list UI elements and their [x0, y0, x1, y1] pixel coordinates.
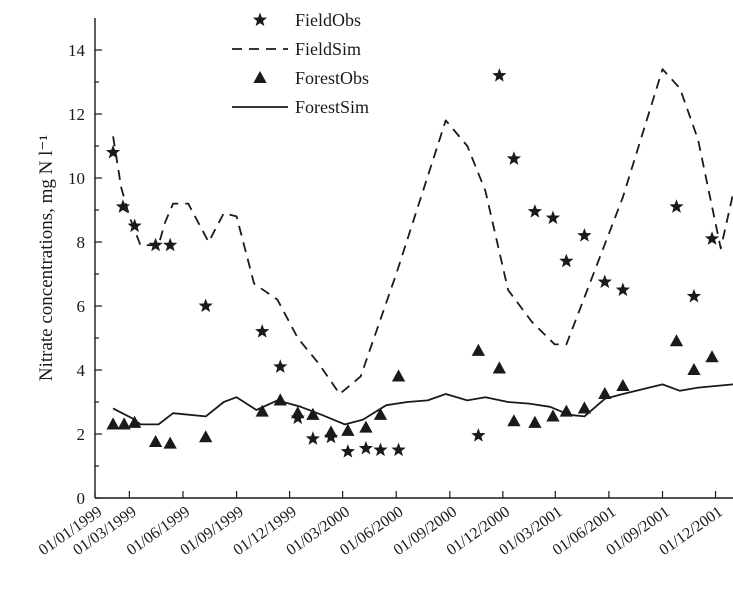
y-tick-label: 2 — [77, 425, 86, 444]
forestobs-point — [255, 404, 269, 417]
fieldobs-point — [492, 68, 507, 82]
fieldobs-point — [527, 204, 543, 218]
y-axis: 0 2 4 6 8 10 12 14 Nitrate concentrations, mg N… — [36, 18, 102, 508]
fieldobs-point — [559, 253, 574, 268]
fieldobs-point — [358, 440, 374, 455]
legend-item-forestsim: ForestSim — [232, 97, 369, 117]
legend-swatch-forestobs — [253, 71, 267, 84]
y-tick-label: 8 — [77, 233, 86, 252]
fieldobs-point — [391, 442, 406, 457]
series-forestobs — [106, 334, 719, 449]
y-tick-label: 14 — [68, 41, 86, 60]
fieldobs-point — [273, 359, 288, 373]
forestobs-point — [148, 435, 163, 448]
forestobs-point — [391, 369, 406, 382]
fieldobs-point — [577, 228, 592, 242]
series-fieldsim — [112, 68, 733, 395]
plot-area — [105, 68, 733, 458]
forestobs-point — [492, 361, 507, 374]
legend-label-fieldsim: FieldSim — [295, 39, 361, 59]
forestobs-point — [163, 436, 177, 449]
fieldobs-point — [373, 442, 388, 457]
forestobs-point — [669, 334, 684, 347]
forestobs-point — [687, 363, 701, 376]
forestobs-point — [127, 415, 142, 428]
forestobs-point — [341, 423, 355, 436]
forestobs-point — [598, 387, 612, 400]
forestobs-point — [616, 379, 630, 392]
fieldobs-point — [127, 218, 142, 233]
legend-label-fieldobs: FieldObs — [295, 10, 361, 30]
forestobs-point — [306, 407, 320, 420]
forestobs-point — [559, 404, 574, 417]
forestobs-point — [528, 415, 542, 428]
fieldobs-point — [198, 298, 213, 313]
fieldobs-point — [105, 144, 121, 159]
legend-label-forestobs: ForestObs — [295, 68, 369, 88]
fieldobs-point — [471, 428, 486, 442]
y-tick-label: 0 — [77, 489, 86, 508]
fieldobs-point — [669, 199, 684, 213]
series-forestsim — [112, 383, 733, 426]
fieldobs-point — [704, 231, 720, 245]
fieldobs-point — [163, 237, 178, 252]
y-tick-label: 4 — [77, 361, 86, 380]
fieldobs-point — [115, 199, 131, 213]
forestobs-point — [471, 343, 486, 356]
fieldobs-point — [506, 151, 522, 165]
forestobs-point — [507, 414, 521, 427]
fieldobs-point — [615, 282, 631, 297]
legend: FieldObs FieldSim ForestObs ForestSim — [232, 10, 369, 117]
fieldobs-point — [545, 210, 561, 225]
forestobs-point — [546, 409, 560, 422]
legend-label-forestsim: ForestSim — [295, 97, 369, 117]
legend-item-forestobs: ForestObs — [253, 68, 369, 88]
y-tick-label: 6 — [77, 297, 86, 316]
forestobs-point — [291, 406, 305, 419]
forestobs-point — [359, 420, 373, 433]
x-axis: 01/01/199901/03/199901/06/199901/09/1999… — [36, 491, 733, 559]
forestobs-point — [705, 350, 719, 363]
series-fieldobs — [105, 68, 720, 458]
fieldsim-line — [112, 68, 733, 395]
y-tick-label: 10 — [68, 169, 85, 188]
forestobs-point — [199, 430, 213, 443]
forestobs-point — [373, 407, 388, 420]
y-tick-label: 12 — [68, 105, 85, 124]
forestobs-point — [324, 425, 338, 438]
fieldobs-point — [686, 288, 702, 303]
fieldobs-point — [255, 324, 270, 338]
forestobs-point — [117, 417, 131, 430]
forestobs-point — [273, 393, 287, 406]
legend-item-fieldobs: FieldObs — [252, 10, 361, 30]
fieldobs-point — [305, 431, 321, 445]
y-axis-title: Nitrate concentrations, mg N l⁻¹ — [36, 135, 57, 382]
legend-item-fieldsim: FieldSim — [232, 39, 361, 59]
forestsim-line — [112, 383, 733, 426]
fieldobs-point — [340, 444, 355, 458]
y-ticks: 0 2 4 6 8 10 12 14 — [68, 41, 102, 508]
forestobs-point — [106, 417, 120, 430]
x-ticks: 01/01/199901/03/199901/06/199901/09/1999… — [36, 491, 726, 559]
forestobs-point — [577, 401, 592, 414]
fieldobs-point — [597, 274, 612, 289]
legend-swatch-fieldobs — [252, 12, 268, 27]
